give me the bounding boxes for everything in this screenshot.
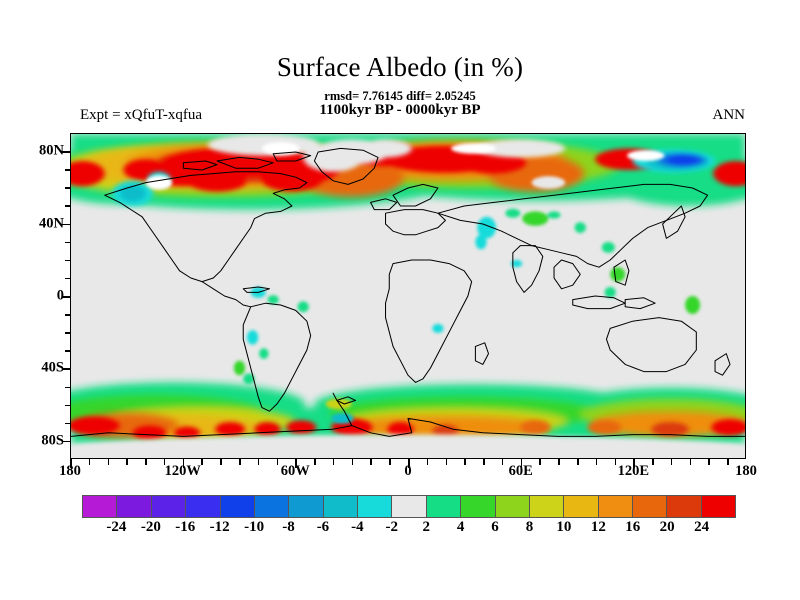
x-axis-labels: 180 120W 60W 0 60E 120E 180 <box>59 463 757 485</box>
colorbar-tick-4: 4 <box>456 519 465 535</box>
northern-anomaly-field <box>71 134 745 210</box>
colorbar-cell-1 <box>116 496 151 517</box>
y-axis-labels: 80N 40N 0 40S 80S <box>16 133 64 459</box>
colorbar-cell-18 <box>700 496 736 517</box>
coastlines <box>71 147 745 437</box>
colorbar-tick-neg8: -8 <box>282 519 295 535</box>
page-title: Surface Albedo (in %) <box>276 52 524 82</box>
y-tick-40s: 40S <box>41 359 64 376</box>
colorbar-tick-16: 16 <box>625 519 641 535</box>
y-tick-80n: 80N <box>39 142 64 159</box>
period-annotation: 1100kyr BP - 0000kyr BP <box>319 102 481 118</box>
y-tick-80s: 80S <box>41 432 64 449</box>
midlatitude-anomaly-patches <box>233 208 701 385</box>
map-plot-area <box>70 133 746 459</box>
colorbar-cell-14 <box>563 496 598 517</box>
colorbar-cell-7 <box>322 496 357 517</box>
world-map-canvas <box>71 134 745 458</box>
colorbar <box>82 495 736 518</box>
colorbar-tick-24: 24 <box>694 519 710 535</box>
x-tick-60w: 60W <box>280 463 310 479</box>
colorbar-tick-labels: -24 -20 -16 -12 -10 -8 -6 -4 -2 2 4 6 8 10 12 16 20 24 <box>82 519 736 543</box>
experiment-label: Expt = xQfuT-xqfua <box>80 107 203 123</box>
x-tick-180e: 180 <box>735 463 757 479</box>
southern-anomaly-field <box>71 382 745 458</box>
x-tick-0: 0 <box>404 463 412 479</box>
colorbar-tick-2: 2 <box>422 519 430 535</box>
colorbar-tick-neg20: -20 <box>140 519 161 535</box>
colorbar-cell-11 <box>460 496 495 517</box>
colorbar-tick-neg16: -16 <box>175 519 196 535</box>
colorbar-tick-20: 20 <box>659 519 675 535</box>
colorbar-tick-neg6: -6 <box>316 519 330 535</box>
colorbar-cell-9 <box>391 496 426 517</box>
colorbar-cell-0 <box>83 496 117 517</box>
colorbar-cell-3 <box>185 496 220 517</box>
y-tick-40n: 40N <box>39 215 64 232</box>
colorbar-cell-2 <box>150 496 186 517</box>
colorbar-cell-10 <box>425 496 461 517</box>
colorbar-cell-4 <box>219 496 254 517</box>
colorbar-tick-12: 12 <box>590 519 606 535</box>
rmsd-statistics: rmsd= 7.76145 diff= 2.05245 <box>324 89 476 103</box>
y-tick-0: 0 <box>56 287 64 304</box>
x-tick-60e: 60E <box>508 463 533 479</box>
colorbar-cell-8 <box>357 496 392 517</box>
x-tick-120w: 120W <box>164 463 201 479</box>
colorbar-tick-6: 6 <box>491 519 499 535</box>
colorbar-tick-10: 10 <box>556 519 572 535</box>
colorbar-tick-8: 8 <box>525 519 534 535</box>
x-tick-180w: 180 <box>59 463 81 479</box>
colorbar-cell-13 <box>528 496 564 517</box>
colorbar-cell-12 <box>494 496 529 517</box>
colorbar-tick-neg2: -2 <box>385 519 399 535</box>
colorbar-cell-17 <box>666 496 701 517</box>
colorbar-cell-16 <box>632 496 667 517</box>
colorbar-tick-neg24: -24 <box>106 519 127 535</box>
colorbar-tick-neg12: -12 <box>209 519 230 535</box>
colorbar-cell-6 <box>288 496 323 517</box>
colorbar-tick-neg4: -4 <box>351 519 364 535</box>
colorbar-cell-5 <box>253 496 289 517</box>
season-label: ANN <box>712 107 746 123</box>
colorbar-tick-neg10: -10 <box>244 519 265 535</box>
colorbar-cell-15 <box>597 496 632 517</box>
x-tick-120e: 120E <box>617 463 649 479</box>
